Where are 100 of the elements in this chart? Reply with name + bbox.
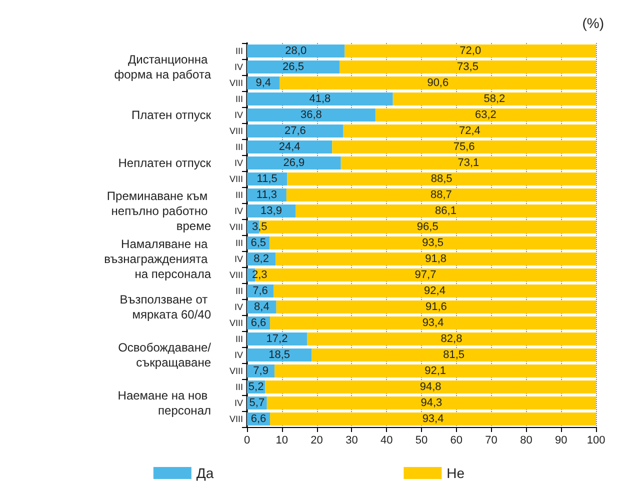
legend-label: Не — [446, 465, 465, 481]
bar — [312, 348, 596, 362]
y-tick-label: IV — [234, 254, 243, 264]
x-tick-label: 80 — [520, 434, 532, 446]
bar — [247, 124, 344, 138]
y-tick-label: III — [235, 382, 243, 392]
x-tick-label: 60 — [450, 434, 463, 446]
bar — [247, 60, 340, 74]
data-label: 93,4 — [422, 413, 444, 425]
data-label: 6,6 — [250, 317, 266, 329]
bar — [280, 76, 596, 90]
data-label: 91,8 — [425, 253, 447, 265]
text: Възползване от мярката 60/40 — [120, 292, 212, 322]
y-tick-label: VIII — [229, 366, 243, 376]
data-label: 58,2 — [484, 93, 506, 105]
y-tick-label: IV — [234, 158, 243, 168]
bar — [247, 332, 308, 346]
bar — [274, 284, 596, 298]
y-tick-label: III — [235, 286, 243, 296]
text: Неплатен отпуск — [118, 156, 212, 170]
bar — [266, 396, 596, 410]
y-tick-label: VIII — [229, 318, 243, 328]
y-tick-label: VIII — [229, 222, 243, 232]
x-tick-label: 90 — [554, 434, 568, 446]
data-label: 13,9 — [260, 205, 282, 217]
data-label: 17,2 — [266, 333, 288, 345]
y-tick-label: IV — [234, 350, 243, 360]
bar — [392, 92, 596, 106]
y-tick-label: IV — [234, 110, 243, 120]
text: Преминаване към непълно работно време — [106, 189, 212, 233]
data-label: 5,7 — [249, 397, 265, 409]
y-tick-label: III — [235, 46, 243, 56]
y-tick-label: IV — [234, 398, 243, 408]
x-tick-label: 10 — [276, 434, 288, 446]
data-label: 81,5 — [443, 349, 464, 361]
bar — [270, 316, 596, 330]
data-label: 36,8 — [300, 109, 322, 121]
y-tick-label: III — [235, 190, 243, 200]
text: Освобождаване/съкращаване — [118, 340, 212, 370]
data-label: 91,6 — [425, 301, 447, 313]
bar — [270, 236, 596, 250]
bar — [339, 60, 596, 74]
data-label: 92,1 — [424, 365, 446, 377]
x-tick-label: 30 — [346, 434, 358, 446]
bar — [375, 108, 596, 122]
data-label: 93,5 — [422, 237, 444, 249]
data-label: 96,5 — [416, 221, 438, 233]
x-tick-label: 20 — [310, 434, 323, 446]
y-tick-label: VIII — [229, 126, 243, 136]
bar — [340, 156, 596, 170]
data-label: 97,7 — [414, 269, 436, 281]
data-label: 26,9 — [283, 157, 305, 169]
data-label: 6,6 — [250, 413, 266, 425]
x-tick-label: 70 — [485, 434, 498, 446]
data-label: 41,8 — [309, 93, 331, 105]
data-label: 72,4 — [458, 125, 480, 137]
data-label: 88,7 — [430, 189, 452, 201]
data-label: 73,1 — [458, 157, 480, 169]
x-tick-label: 100 — [586, 434, 606, 446]
bar — [274, 364, 596, 378]
bar — [286, 188, 596, 202]
data-label: 93,4 — [422, 317, 444, 329]
y-tick-label: IV — [234, 62, 243, 72]
text: Наемане на нов персонал — [118, 388, 211, 418]
data-label: 72,0 — [460, 45, 482, 57]
x-axis-title: (%) — [582, 15, 604, 31]
y-tick-label: VIII — [229, 174, 243, 184]
data-label: 92,4 — [424, 285, 446, 297]
bar — [265, 380, 596, 394]
y-tick-label: VIII — [229, 414, 243, 424]
data-label: 90,6 — [427, 77, 449, 89]
y-tick-label: III — [235, 334, 243, 344]
data-label: 8,4 — [254, 301, 270, 313]
data-label: 86,1 — [435, 205, 456, 217]
data-label: 73,5 — [457, 61, 478, 73]
bar — [270, 412, 596, 426]
data-label: 88,5 — [430, 173, 452, 185]
y-tick-label: III — [235, 94, 243, 104]
y-tick-label: III — [235, 238, 243, 248]
data-label: 94,8 — [420, 381, 442, 393]
data-label: 94,3 — [420, 397, 442, 409]
bar — [247, 44, 345, 58]
x-tick-label: 50 — [415, 434, 428, 446]
data-label: 11,5 — [256, 173, 278, 185]
data-label: 5,2 — [248, 381, 264, 393]
data-label: 9,4 — [256, 77, 272, 89]
y-tick-label: III — [235, 142, 243, 152]
data-label: 11,3 — [256, 189, 278, 201]
text: Намаляване на възнагражденията на персонала — [104, 237, 212, 281]
text: Платен отпуск — [131, 108, 212, 122]
bar — [287, 172, 596, 186]
bar — [247, 92, 393, 106]
y-tick-label: VIII — [229, 78, 243, 88]
bar — [332, 140, 596, 154]
bar — [307, 332, 596, 346]
data-label: 27,6 — [284, 125, 306, 137]
bar — [247, 140, 332, 154]
bar — [276, 300, 596, 314]
y-tick-label: IV — [234, 302, 243, 312]
data-label: 75,6 — [453, 141, 475, 153]
